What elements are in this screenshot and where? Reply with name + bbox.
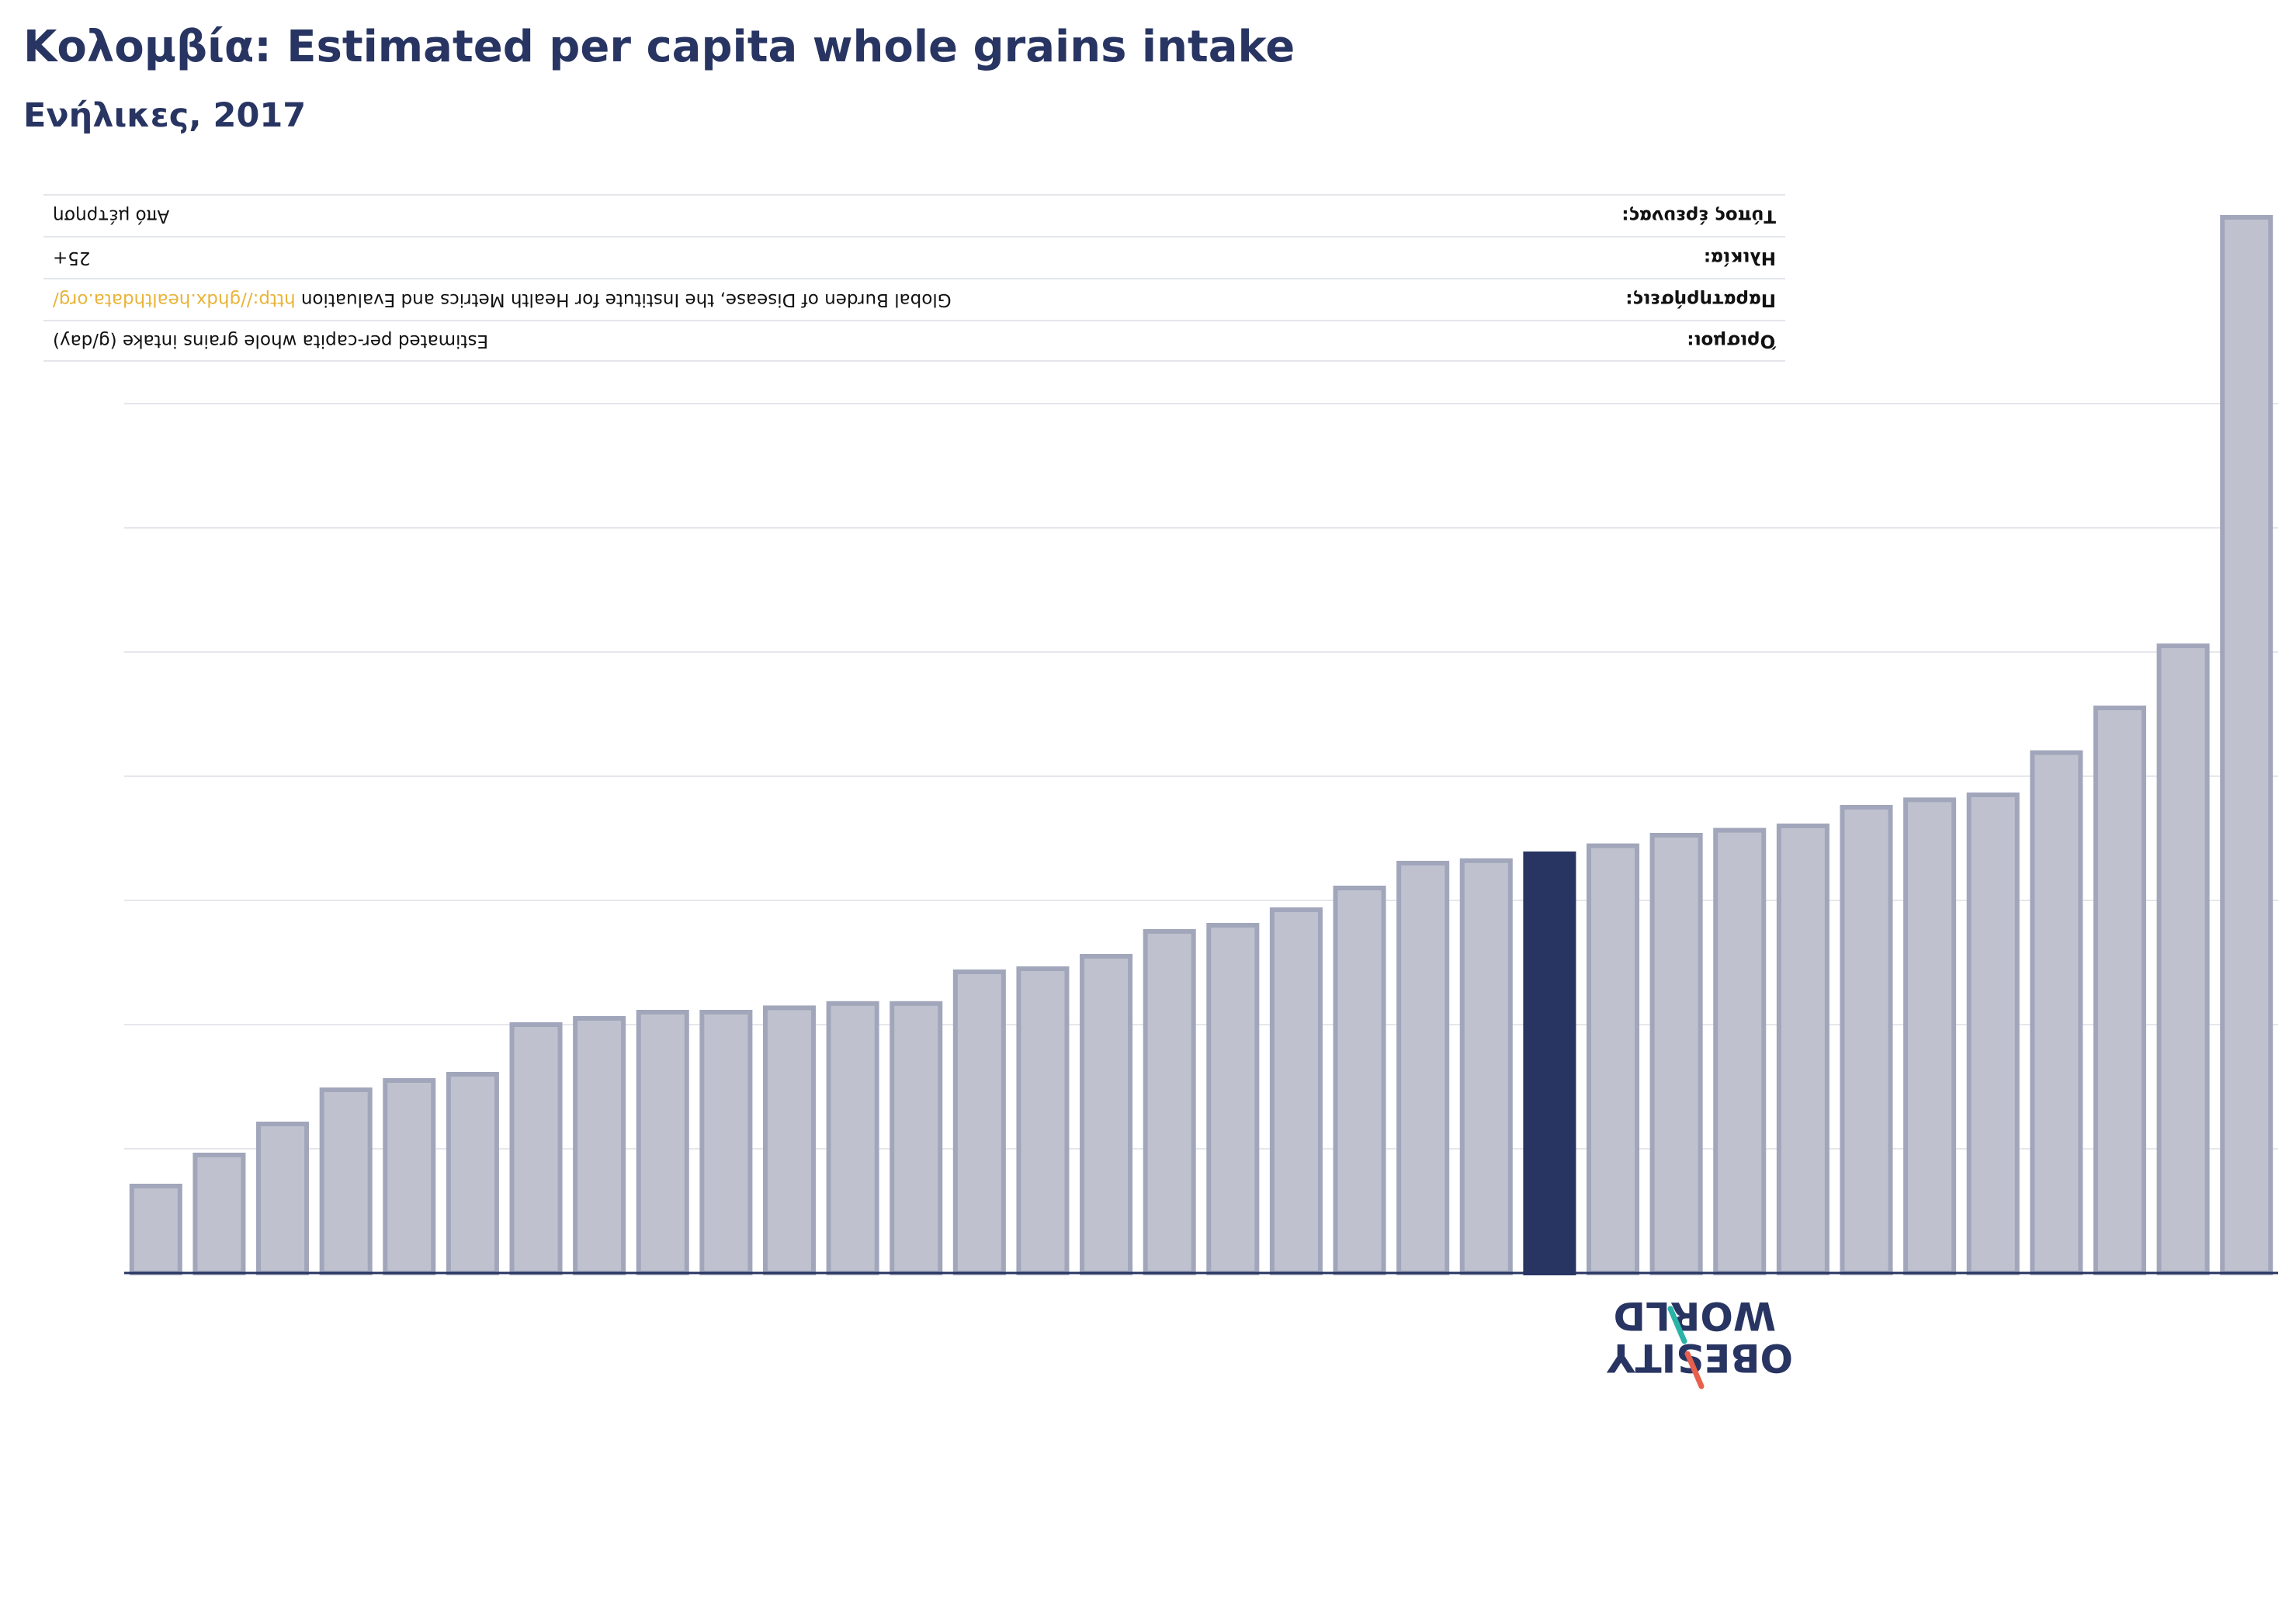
page-subtitle: Ενήλικες, 2017 — [23, 96, 307, 135]
meta-value: 25+ — [53, 248, 91, 268]
meta-value-text: 25+ — [53, 248, 91, 268]
world-obesity-logo: OBESITY WORLD — [1607, 1293, 1793, 1389]
logo-slash-red — [1684, 1351, 1705, 1389]
bar — [2093, 706, 2146, 1275]
meta-value: Estimated per-capita whole grains intake… — [53, 331, 488, 351]
meta-row-age: Ηλικία: 25+ — [43, 236, 1785, 278]
bar — [383, 1078, 436, 1275]
bar — [1903, 797, 1957, 1275]
bar — [699, 1010, 753, 1275]
page-title: Κολομβία: Estimated per capita whole gra… — [23, 22, 1295, 72]
bar — [1966, 793, 2020, 1275]
bar — [826, 1001, 879, 1276]
meta-row-definitions: Όρισμοι: Estimated per-capita whole grai… — [43, 320, 1785, 362]
meta-label: Παρατηρήσεις: — [1625, 290, 1776, 310]
logo-text-world: WORLD — [1613, 1293, 1776, 1338]
bar — [1396, 861, 1450, 1275]
bar — [1649, 833, 1703, 1275]
source-link[interactable]: http://ghdx.healthdata.org/ — [53, 290, 296, 310]
bar — [509, 1022, 563, 1275]
bar — [192, 1153, 246, 1275]
bar — [1840, 805, 1893, 1275]
bar — [1459, 858, 1513, 1276]
meta-label: Όρισμοι: — [1687, 331, 1776, 351]
bar — [2156, 643, 2210, 1275]
bar — [1587, 843, 1640, 1275]
bar — [2220, 215, 2273, 1275]
bar-highlighted — [1523, 852, 1576, 1275]
bar — [2030, 750, 2083, 1275]
bar — [636, 1010, 689, 1275]
logo-slash-teal — [1667, 1306, 1687, 1344]
bar — [1143, 929, 1196, 1275]
meta-value-text: Global Burden of Disease, the Institute … — [300, 290, 952, 310]
meta-value: Global Burden of Disease, the Institute … — [53, 290, 952, 310]
meta-value-text: Από μέτρηση — [53, 206, 170, 226]
metadata-table: Όρισμοι: Estimated per-capita whole grai… — [43, 194, 1785, 362]
bar — [573, 1016, 626, 1275]
meta-label: Τύπος έρευνας: — [1621, 206, 1776, 226]
bar — [762, 1005, 816, 1276]
meta-label: Ηλικία: — [1703, 248, 1776, 268]
bar — [256, 1122, 310, 1275]
bar — [1206, 923, 1260, 1275]
bar — [1713, 827, 1767, 1275]
bars — [129, 215, 2273, 1276]
bar — [952, 969, 1006, 1275]
bar — [129, 1184, 182, 1275]
bar — [1016, 966, 1070, 1275]
bar — [1080, 954, 1133, 1275]
bar — [890, 1001, 943, 1276]
meta-row-survey-type: Τύπος έρευνας: Από μέτρηση — [43, 194, 1785, 236]
meta-value: Από μέτρηση — [53, 206, 169, 226]
bar — [446, 1072, 499, 1275]
logo-text-obesity: OBESITY — [1607, 1335, 1793, 1380]
bar — [1269, 907, 1323, 1275]
bar — [1776, 824, 1830, 1275]
meta-row-notes: Παρατηρήσεις: Global Burden of Disease, … — [43, 278, 1785, 320]
bar — [319, 1087, 373, 1275]
meta-value-text: Estimated per-capita whole grains intake… — [53, 331, 489, 351]
bar — [1333, 886, 1386, 1275]
